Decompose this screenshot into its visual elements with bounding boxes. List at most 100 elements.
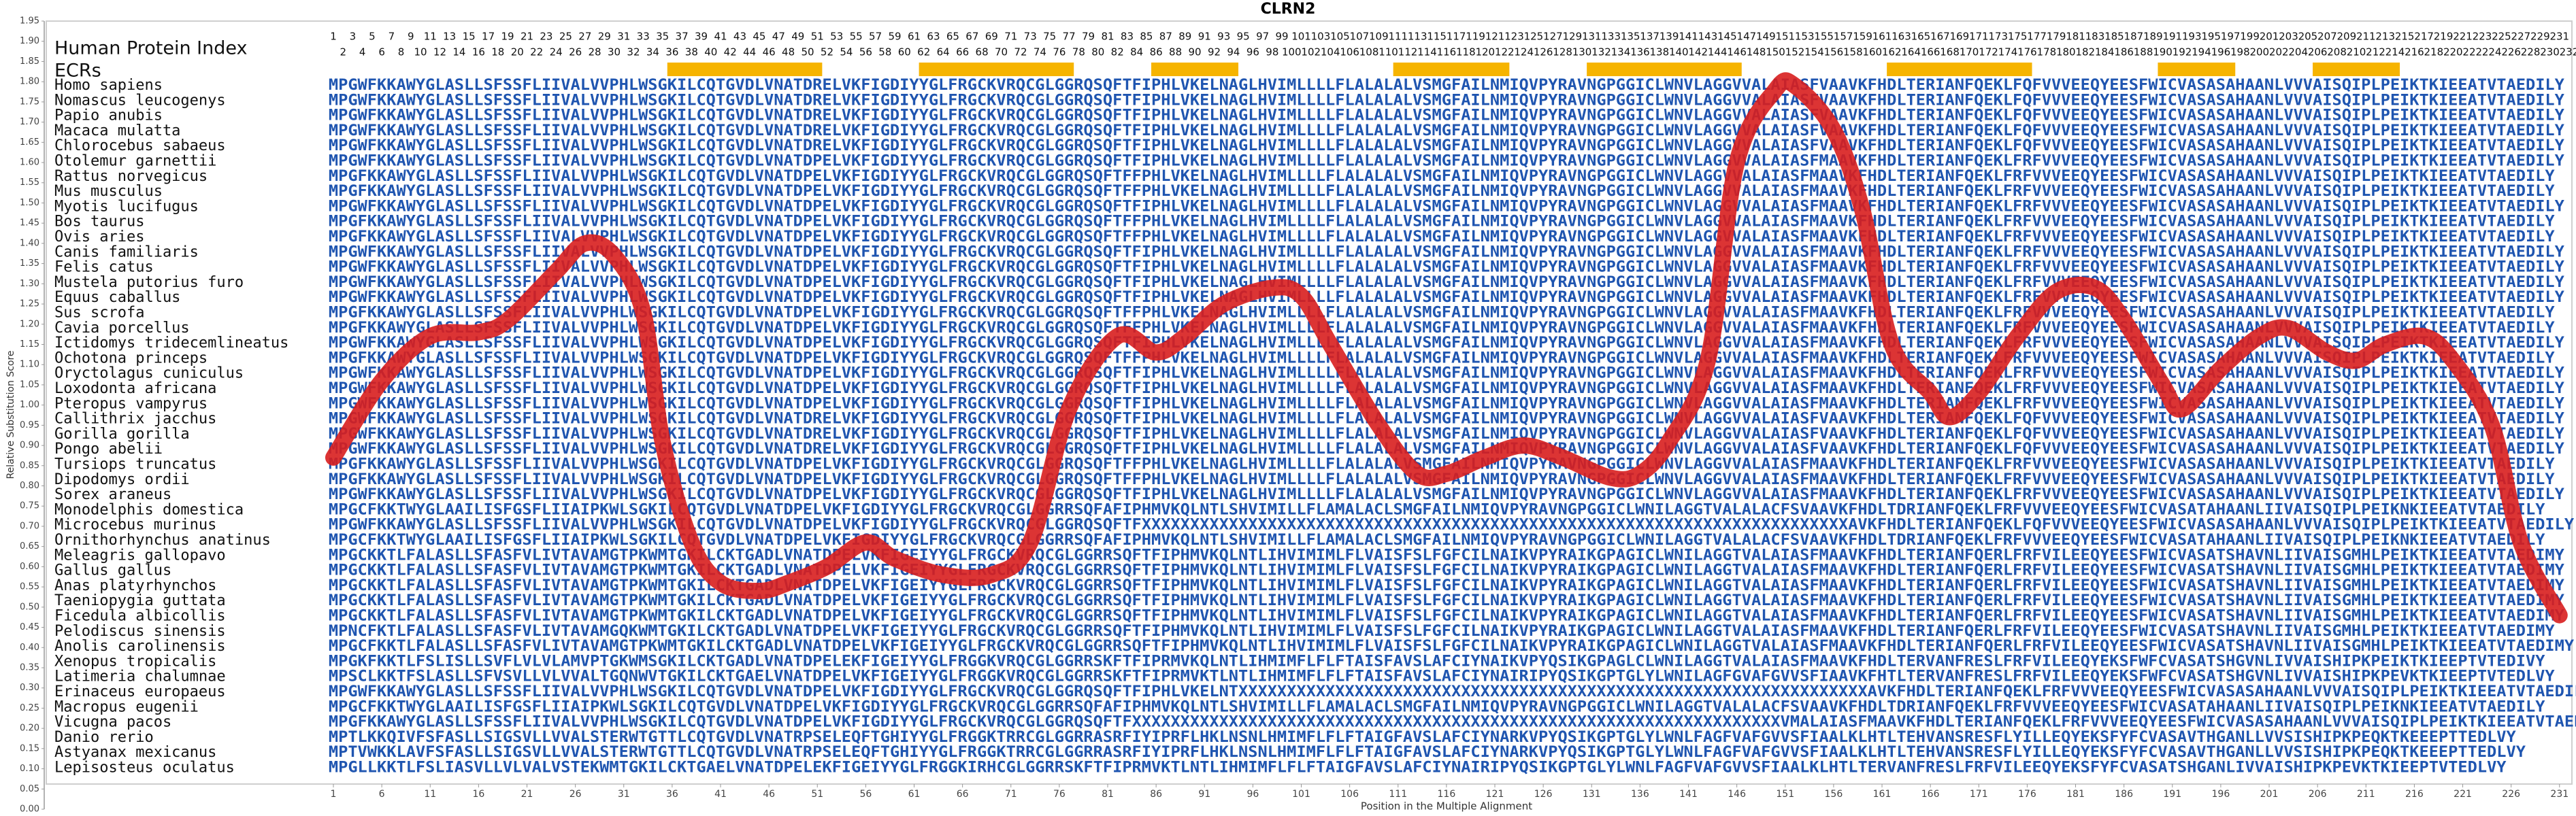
x-tick-label: 91: [1198, 789, 1210, 800]
sequence: MPGWFKKAWYGLASLLSFSSFLIIVALVVPHLWSGKILCQ…: [329, 153, 2565, 170]
position-number: 128: [1553, 46, 1572, 58]
y-tick-label: 1.10: [20, 360, 39, 370]
position-number: 224: [2482, 46, 2502, 58]
position-number: 17: [482, 31, 495, 43]
position-number: 133: [1601, 31, 1621, 43]
position-number: 203: [2279, 31, 2298, 43]
x-tick-label: 186: [2115, 789, 2133, 800]
position-number: 190: [2153, 46, 2173, 58]
sequence: MPGWFKKAWYGLASLLSFSSFLIIVALVVPHLWSGKILCQ…: [329, 198, 2565, 215]
y-tick-label: 1.30: [20, 279, 39, 289]
position-number: 6: [378, 46, 385, 58]
x-tick-label: 6: [379, 789, 385, 800]
sequence: MPGCKKTLFALASLLSFASFVLIVTAVAMGTPKWMTGKIL…: [329, 577, 2565, 594]
position-number: 37: [676, 31, 689, 43]
sequence: MPGWFKKAWYGLASLLSFSSFLIIVALVVPHLWSGKILCQ…: [329, 441, 2565, 458]
position-number: 149: [1756, 31, 1776, 43]
sequence: MPGCFKKTWYGLAAILISFGSFLIIAIPKWLSGKILCQTG…: [329, 501, 2545, 518]
sequence: MPGFKKAWYGLASLLSFSSFLIIVALVVPHLWSGKILCQT…: [329, 183, 2556, 200]
sequence: MPGFKKAWYGLASLLSFSSFLIIVALVVPHLWSGKILCQT…: [329, 305, 2556, 322]
position-number: 65: [946, 31, 959, 43]
position-number: 91: [1198, 31, 1211, 43]
position-number: 94: [1227, 46, 1240, 58]
y-tick-label: 0.85: [20, 460, 39, 471]
sequence: MPNCFKTLFALASLLSFASFVLIVTAVAMGQKWMTGKILC…: [329, 623, 2556, 640]
x-tick-label: 166: [1921, 789, 1940, 800]
sequence: MPSCLKKTFSLASLLSFVSVLLVLVVALTGQNWVTGKILC…: [329, 668, 2556, 685]
position-number: 211: [2356, 31, 2376, 43]
species-name: Erinaceus europaeus: [54, 683, 226, 700]
species-name: Sorex araneus: [54, 486, 171, 503]
position-number: 120: [1475, 46, 1495, 58]
x-tick-label: 86: [1150, 789, 1162, 800]
position-number: 185: [2104, 31, 2124, 43]
position-number: 67: [965, 31, 978, 43]
position-number: 179: [2047, 31, 2066, 43]
position-number: 46: [763, 46, 776, 58]
y-axis-label: Relative Substitution Score: [5, 350, 16, 479]
position-number: 217: [2414, 31, 2434, 43]
position-number: 188: [2134, 46, 2153, 58]
x-tick-label: 46: [763, 789, 775, 800]
sequence: MPGCKKTLFALASLLSFASFVLIVTAVAMGTPKWMTGKIL…: [329, 562, 2565, 579]
position-number: 152: [1785, 46, 1805, 58]
sequence: MPGWFKKAWYGLASLLSFSSFLIIVALVVPHLWSGKILCQ…: [329, 365, 2565, 382]
position-number: 52: [821, 46, 833, 58]
position-number: 42: [724, 46, 737, 58]
x-tick-label: 96: [1246, 789, 1259, 800]
species-name: Bos taurus: [54, 214, 144, 231]
x-tick-label: 101: [1292, 789, 1310, 800]
sequence: MPTVWKKLAVFSFASLLSIGSVLLVVALSTERWTGTTLCQ…: [329, 744, 2526, 761]
x-tick-label: 116: [1438, 789, 1456, 800]
position-number: 143: [1698, 31, 1718, 43]
x-tick-label: 106: [1340, 789, 1359, 800]
position-number: 130: [1572, 46, 1592, 58]
species-name: Macropus eugenii: [54, 698, 199, 715]
position-number: 193: [2182, 31, 2202, 43]
x-tick-label: 126: [1534, 789, 1553, 800]
position-number: 157: [1834, 31, 1853, 43]
position-number: 7: [389, 31, 395, 43]
position-number: 90: [1188, 46, 1201, 58]
position-number: 47: [772, 31, 785, 43]
position-number: 171: [1969, 31, 1989, 43]
y-tick-label: 0.70: [20, 521, 39, 531]
position-number: 180: [2056, 46, 2076, 58]
position-number: 19: [501, 31, 514, 43]
position-number: 84: [1130, 46, 1143, 58]
x-tick-label: 36: [666, 789, 678, 800]
x-tick-label: 181: [2066, 789, 2085, 800]
position-number: 21: [521, 31, 533, 43]
position-number: 53: [830, 31, 843, 43]
sequence: MPGWFKKAWYGLASLLSFSSFLIIVALVVPHLWSGKILCQ…: [329, 92, 2565, 109]
position-number: 70: [995, 46, 1008, 58]
y-tick-label: 0.20: [20, 724, 39, 734]
position-number: 9: [408, 31, 414, 43]
position-number: 50: [801, 46, 814, 58]
position-number: 36: [665, 46, 678, 58]
x-tick-label: 211: [2357, 789, 2375, 800]
species-name: Callithrix jacchus: [54, 411, 216, 428]
sequence: MPGFKKAWYGLASLLSFSSFLIIVALVVPHLWSGKILCQT…: [329, 228, 2556, 245]
position-number: 160: [1862, 46, 1882, 58]
position-number: 135: [1621, 31, 1640, 43]
position-number: 129: [1562, 31, 1582, 43]
species-name: Ictidomys tridecemlineatus: [54, 335, 288, 352]
position-number: 22: [530, 46, 543, 58]
position-number: 44: [743, 46, 756, 58]
position-number: 127: [1543, 31, 1563, 43]
position-number: 33: [637, 31, 650, 43]
position-number: 142: [1688, 46, 1708, 58]
position-number: 169: [1949, 31, 1969, 43]
position-number: 145: [1717, 31, 1737, 43]
x-tick-label: 11: [424, 789, 436, 800]
position-number: 134: [1611, 46, 1631, 58]
position-number: 214: [2385, 46, 2405, 58]
position-number: 164: [1901, 46, 1921, 58]
position-number: 131: [1582, 31, 1602, 43]
position-number: 137: [1640, 31, 1659, 43]
position-number: 72: [1014, 46, 1027, 58]
sequence: MPGCFKKTLFALASLLSFASFVLIVTAVAMGTPKWMTGKI…: [329, 638, 2575, 655]
position-number: 206: [2308, 46, 2328, 58]
position-number: 191: [2162, 31, 2182, 43]
